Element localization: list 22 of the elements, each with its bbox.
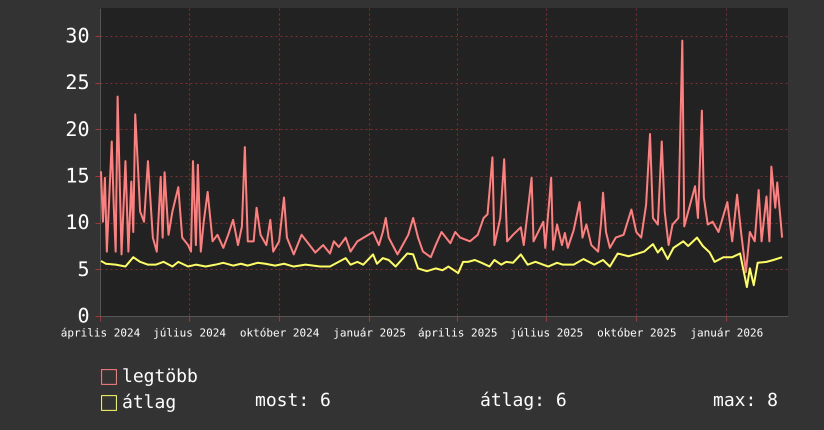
line-series [100, 236, 784, 288]
x-tick-label: október 2024 [240, 326, 320, 340]
legend-label: legtöbb [122, 366, 198, 387]
text: most: 6 [255, 390, 331, 411]
y-tick-label: 5 [77, 256, 90, 281]
y-tick-label: 30 [65, 24, 90, 48]
y-tick-label: 20 [65, 116, 90, 141]
x-tick-label: október 2025 [597, 326, 677, 340]
y-tick-label: 0 [77, 304, 90, 328]
text: max: 8 [713, 390, 778, 411]
x-tick-label: július 2025 [510, 326, 584, 340]
y-tick-label: 25 [65, 70, 90, 94]
x-tick-label: január 2025 [333, 326, 406, 340]
text: átlag: 6 [480, 390, 567, 411]
y-tick-label: 15 [65, 164, 90, 188]
x-tick-label: július 2024 [153, 326, 226, 340]
legend-label: átlag [122, 392, 176, 413]
y-tick-label: 10 [65, 210, 90, 234]
line-series [100, 40, 784, 274]
x-tick-label: január 2026 [690, 326, 764, 340]
x-tick-label: április 2025 [418, 326, 498, 340]
x-tick-label: április 2024 [60, 326, 141, 340]
